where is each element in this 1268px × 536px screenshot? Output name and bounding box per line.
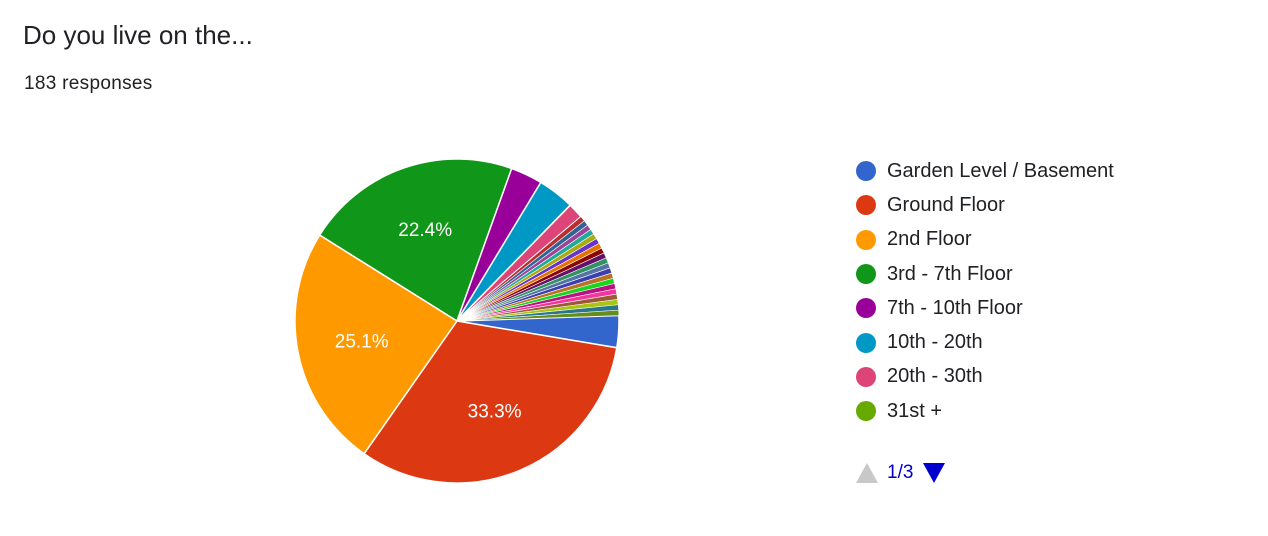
pie-slice-ground-floor (363, 320, 618, 484)
pie-slice-other-20 (456, 309, 620, 322)
response-count: 183 responses (24, 73, 153, 94)
legend-item: 20th - 30th (856, 360, 1256, 394)
legend-item: Garden Level / Basement (856, 154, 1256, 188)
legend-next-page-icon[interactable] (923, 463, 946, 483)
legend-swatch-icon (856, 332, 876, 353)
legend-label: 10th - 20th (887, 331, 983, 354)
pie-slices (294, 158, 620, 484)
pie-slice-value-label: 33.3% (468, 402, 522, 423)
legend-prev-page-icon[interactable] (856, 463, 878, 483)
pie-slice-3rd-7th-floor (318, 158, 513, 322)
legend-swatch-icon (856, 401, 876, 422)
legend-item: 31st + (856, 394, 1256, 428)
legend-swatch-icon (856, 366, 876, 387)
legend-item: Ground Floor (856, 188, 1256, 222)
legend-label: 20th - 30th (887, 365, 983, 388)
pie-slice-2nd-floor (294, 234, 458, 455)
legend-item: 2nd Floor (856, 223, 1256, 257)
pie-slice-value-label: 25.1% (335, 331, 389, 352)
legend-swatch-icon (856, 264, 876, 285)
legend-label: Garden Level / Basement (887, 159, 1114, 182)
chart-legend: Garden Level / Basement Ground Floor 2nd F… (856, 154, 1256, 428)
pie-slice-value-label: 22.4% (398, 220, 452, 241)
legend-label: 7th - 10th Floor (887, 296, 1023, 319)
legend-pager: 1/3 (856, 458, 946, 488)
legend-label: Ground Floor (887, 193, 1005, 216)
legend-item: 3rd - 7th Floor (856, 257, 1256, 291)
legend-label: 31st + (887, 399, 943, 422)
legend-page-indicator: 1/3 (887, 462, 914, 483)
legend-swatch-icon (856, 161, 876, 182)
legend-swatch-icon (856, 229, 876, 250)
legend-item: 7th - 10th Floor (856, 291, 1256, 325)
legend-item: 10th - 20th (856, 325, 1256, 359)
legend-label: 3rd - 7th Floor (887, 262, 1013, 285)
chart-title: Do you live on the... (23, 20, 253, 50)
legend-swatch-icon (856, 298, 876, 319)
pie-labels: 33.3% 25.1% 22.4% (335, 220, 522, 422)
legend-label: 2nd Floor (887, 228, 972, 251)
legend-swatch-icon (856, 195, 876, 216)
